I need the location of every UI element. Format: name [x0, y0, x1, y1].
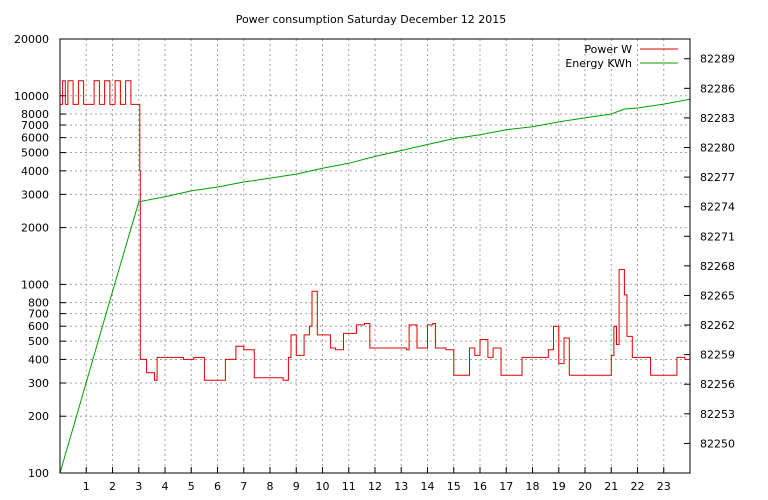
y2-tick-label: 82250 — [700, 437, 735, 450]
x-tick-label: 4 — [162, 480, 169, 493]
y-tick-label: 7000 — [21, 119, 49, 132]
y2-tick-label: 82259 — [700, 349, 735, 362]
y-tick-label: 500 — [28, 335, 49, 348]
y2-tick-label: 82268 — [700, 260, 735, 273]
chart-title: Power consumption Saturday December 12 2… — [236, 13, 507, 26]
y2-tick-label: 82289 — [700, 53, 735, 66]
x-tick-label: 19 — [552, 480, 566, 493]
legend-label-energy: Energy KWh — [565, 57, 632, 70]
y2-tick-label: 82253 — [700, 408, 735, 421]
y-tick-label: 400 — [28, 353, 49, 366]
y-tick-label: 2000 — [21, 222, 49, 235]
y-tick-label: 8000 — [21, 108, 49, 121]
right-axis-ticks: 82250 82253 82256 82259 82262 82265 82268 82271… — [684, 53, 735, 450]
x-tick-label: 2 — [109, 480, 116, 493]
x-tick-label: 17 — [499, 480, 513, 493]
power-series-line — [60, 80, 690, 381]
y2-tick-label: 82274 — [700, 201, 735, 214]
plot-frame — [59, 38, 691, 474]
y2-tick-label: 82262 — [700, 319, 735, 332]
x-tick-label: 20 — [578, 480, 592, 493]
grid-lines — [60, 38, 690, 474]
x-tick-label: 22 — [631, 480, 645, 493]
x-tick-label: 16 — [473, 480, 487, 493]
x-tick-label: 1 — [83, 480, 90, 493]
x-tick-label: 6 — [214, 480, 221, 493]
bottom-axis-ticks: 1 2 3 4 5 6 7 8 9 10 11 12 13 14 15 16 17 18 19 20 21 22 23 — [83, 467, 671, 493]
y-tick-label: 5000 — [21, 147, 49, 160]
legend-label-power: Power W — [584, 43, 632, 56]
series-layer — [59, 80, 691, 474]
y-tick-label: 3000 — [21, 188, 49, 201]
y-tick-label: 20000 — [14, 33, 49, 46]
y2-tick-label: 82271 — [700, 230, 735, 243]
x-tick-label: 23 — [657, 480, 671, 493]
y-tick-label: 800 — [28, 297, 49, 310]
x-tick-label: 7 — [240, 480, 247, 493]
x-tick-label: 21 — [604, 480, 618, 493]
y-tick-label: 700 — [28, 308, 49, 321]
y2-tick-label: 82286 — [700, 82, 735, 95]
y-tick-label: 100 — [28, 467, 49, 480]
y2-tick-label: 82256 — [700, 378, 735, 391]
y-tick-label: 4000 — [21, 165, 49, 178]
x-tick-label: 9 — [293, 480, 300, 493]
y-tick-label: 300 — [28, 377, 49, 390]
x-tick-label: 8 — [267, 480, 274, 493]
y-tick-label: 10000 — [14, 90, 49, 103]
y2-tick-label: 82283 — [700, 112, 735, 125]
x-tick-label: 10 — [316, 480, 330, 493]
x-tick-label: 3 — [135, 480, 142, 493]
x-tick-label: 14 — [421, 480, 435, 493]
y-tick-label: 6000 — [21, 132, 49, 145]
x-tick-label: 11 — [342, 480, 356, 493]
energy-series-line — [59, 98, 691, 474]
x-tick-label: 5 — [188, 480, 195, 493]
x-tick-label: 12 — [368, 480, 382, 493]
y-tick-label: 1000 — [21, 278, 49, 291]
y2-tick-label: 82280 — [700, 142, 735, 155]
y2-tick-label: 82265 — [700, 289, 735, 302]
legend: Power W Energy KWh — [565, 43, 678, 70]
x-tick-label: 15 — [447, 480, 461, 493]
y2-tick-label: 82277 — [700, 171, 735, 184]
x-tick-label: 18 — [526, 480, 540, 493]
y-tick-label: 200 — [28, 410, 49, 423]
x-tick-label: 13 — [394, 480, 408, 493]
y-tick-label: 600 — [28, 320, 49, 333]
